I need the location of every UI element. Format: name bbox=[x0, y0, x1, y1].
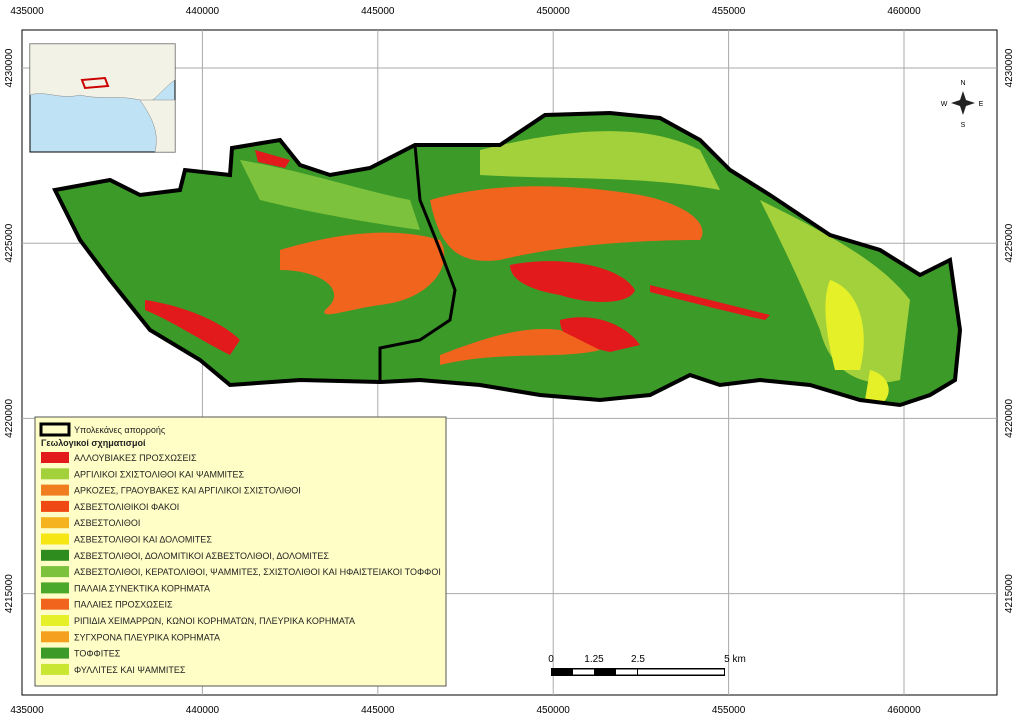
legend-label: ΦΥΛΛΙΤΕΣ ΚΑΙ ΨΑΜΜΙΤΕΣ bbox=[74, 665, 186, 675]
legend-swatch bbox=[41, 468, 69, 480]
x-coord-label: 460000 bbox=[887, 705, 921, 716]
legend-boundary-swatch bbox=[39, 422, 71, 437]
scale-segment bbox=[638, 669, 724, 675]
compass: N S E W bbox=[941, 80, 984, 129]
legend-swatch bbox=[41, 631, 69, 643]
legend-swatch bbox=[41, 484, 69, 496]
legend-label: ΡΙΠΙΔΙΑ ΧΕΙΜΑΡΡΩΝ, ΚΩΝΟΙ ΚΟΡΗΜΑΤΩΝ, ΠΛΕΥ… bbox=[74, 616, 355, 626]
legend-label: ΠΑΛΑΙΑ ΣΥΝΕΚΤΙΚΑ ΚΟΡΗΜΑΤΑ bbox=[74, 583, 210, 593]
x-coord-label: 445000 bbox=[361, 705, 395, 716]
unit bbox=[650, 285, 770, 320]
legend-label: ΑΛΛΟΥΒΙΑΚΕΣ ΠΡΟΣΧΩΣΕΙΣ bbox=[74, 453, 197, 463]
legend-swatch bbox=[41, 549, 69, 561]
unit bbox=[145, 300, 240, 355]
scale-label: 5 km bbox=[724, 654, 746, 665]
scale-segment bbox=[616, 669, 637, 675]
x-coord-label: 450000 bbox=[537, 705, 571, 716]
y-coord-label: 4225000 bbox=[4, 223, 15, 262]
compass-n: N bbox=[960, 80, 965, 87]
scale-bar: 0 1.25 2.5 5 km bbox=[548, 654, 746, 676]
x-coord-label: 435000 bbox=[10, 705, 44, 716]
legend-label: ΑΡΓΙΛΙΚΟΙ ΣΧΙΣΤΟΛΙΘΟΙ ΚΑΙ ΨΑΜΜΙΤΕΣ bbox=[74, 469, 245, 479]
legend-swatch bbox=[41, 533, 69, 545]
legend-label: ΑΣΒΕΣΤΟΛΙΘΟΙ, ΔΟΛΟΜΙΤΙΚΟΙ ΑΣΒΕΣΤΟΛΙΘΟΙ, … bbox=[74, 551, 329, 561]
unit bbox=[430, 186, 703, 261]
compass-s: S bbox=[961, 122, 966, 129]
legend-swatch bbox=[41, 663, 69, 675]
x-coord-label: 445000 bbox=[361, 6, 395, 17]
unit bbox=[865, 370, 889, 405]
scale-label: 1.25 bbox=[584, 654, 604, 665]
x-coord-label: 460000 bbox=[887, 6, 921, 17]
y-coord-label: 4220000 bbox=[1004, 398, 1015, 437]
unit bbox=[255, 150, 290, 168]
legend-label: ΣΥΓΧΡΟΝΑ ΠΛΕΥΡΙΚΑ ΚΟΡΗΜΑΤΑ bbox=[74, 632, 220, 642]
inset-land bbox=[29, 43, 176, 103]
legend-label: ΑΡΚΟΖΕΣ, ΓΡΑΟΥΒΑΚΕΣ ΚΑΙ ΑΡΓΙΛΙΚΟΙ ΣΧΙΣΤΟ… bbox=[74, 486, 301, 496]
x-coord-label: 440000 bbox=[186, 705, 220, 716]
y-coord-label: 4230000 bbox=[4, 48, 15, 87]
y-coord-label: 4220000 bbox=[4, 398, 15, 437]
x-coord-label: 455000 bbox=[712, 6, 746, 17]
inset-land bbox=[139, 99, 176, 153]
legend-swatch bbox=[41, 452, 69, 463]
unit bbox=[825, 280, 864, 370]
legend-swatch bbox=[41, 517, 69, 529]
inset-basin bbox=[80, 76, 110, 90]
compass-w: W bbox=[941, 101, 948, 108]
basin-outline bbox=[52, 110, 963, 408]
legend-swatch bbox=[41, 566, 69, 578]
scale-segment bbox=[573, 669, 594, 675]
unit bbox=[240, 160, 420, 230]
unit bbox=[510, 261, 635, 302]
x-coord-label: 440000 bbox=[186, 6, 220, 17]
compass-e: E bbox=[979, 101, 984, 108]
x-coord-label: 450000 bbox=[537, 6, 571, 17]
compass-rose bbox=[951, 91, 975, 115]
legend-swatch bbox=[41, 615, 69, 626]
y-coord-label: 4215000 bbox=[1004, 574, 1015, 613]
y-coord-label: 4225000 bbox=[1004, 223, 1015, 262]
legend-label: ΑΣΒΕΣΤΟΛΙΘΟΙ bbox=[74, 518, 140, 528]
unit bbox=[280, 232, 445, 315]
legend-swatch bbox=[41, 500, 69, 512]
legend-label: ΑΣΒΕΣΤΟΛΙΘΟΙ ΚΑΙ ΔΟΛΟΜΙΤΕΣ bbox=[74, 535, 212, 545]
y-coord-label: 4215000 bbox=[4, 574, 15, 613]
inset-map bbox=[29, 43, 176, 153]
legend-label: ΠΑΛΑΙΕΣ ΠΡΟΣΧΩΣΕΙΣ bbox=[74, 600, 173, 610]
legend-label: ΤΟΦΦΙΤΕΣ bbox=[74, 649, 121, 659]
scale-label: 0 bbox=[548, 654, 554, 665]
legend-label: ΑΣΒΕΣΤΟΛΙΘΟΙ, ΚΕΡΑΤΟΛΙΘΟΙ, ΨΑΜΜΙΤΕΣ, ΣΧΙ… bbox=[74, 567, 441, 577]
legend-title: Γεωλογικοί σχηματισμοί bbox=[41, 438, 146, 448]
unit bbox=[440, 329, 600, 365]
unit bbox=[480, 131, 720, 190]
y-coord-label: 4230000 bbox=[1004, 48, 1015, 87]
sub-basin-divider bbox=[378, 144, 457, 382]
legend-swatch bbox=[41, 598, 69, 610]
legend-label: ΑΣΒΕΣΤΟΛΙΘΙΚΟΙ ΦΑΚΟΙ bbox=[74, 502, 179, 512]
legend: Υπολεκάνες απορροής Γεωλογικοί σχηματισμ… bbox=[34, 416, 447, 687]
x-coord-label: 455000 bbox=[712, 705, 746, 716]
legend-boundary-label: Υπολεκάνες απορροής bbox=[74, 425, 166, 435]
legend-swatch bbox=[41, 647, 69, 659]
legend-box bbox=[34, 416, 447, 687]
x-coord-label: 435000 bbox=[10, 6, 44, 17]
scale-label: 2.5 bbox=[631, 654, 645, 665]
legend-swatch bbox=[41, 582, 69, 594]
